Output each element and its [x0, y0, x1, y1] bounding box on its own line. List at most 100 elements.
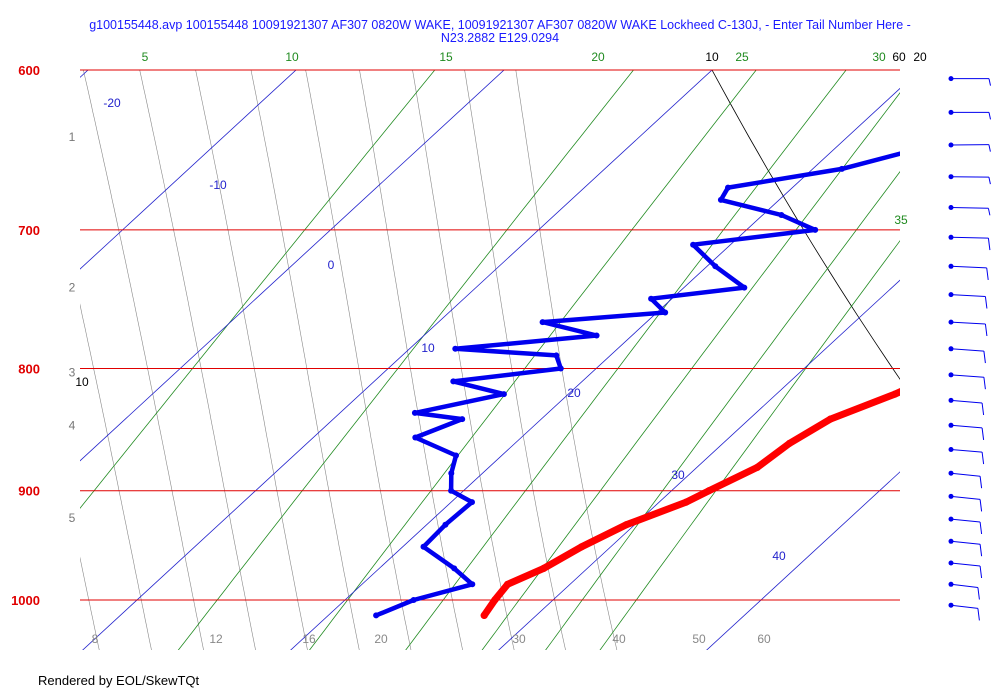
moist-adiabat: [195, 70, 308, 650]
dewpoint-point: [469, 499, 475, 506]
moist-adiabat: [83, 70, 204, 650]
isotherm-line: [290, 87, 900, 650]
wind-barb-flag: [987, 238, 991, 251]
wind-barb-staff: [950, 399, 983, 404]
dewpoint-point: [459, 416, 466, 423]
wind-barb-staff: [950, 449, 983, 453]
wind-barb-staff: [950, 604, 978, 609]
altitude-km-label: 1: [69, 130, 76, 144]
altitude-km-label: 2: [69, 281, 76, 295]
dewpoint-point: [373, 612, 380, 619]
temperature-tick-label: 10: [705, 50, 719, 64]
temperature-point: [826, 415, 835, 423]
wind-barb-staff: [950, 374, 984, 378]
altitude-km-label: 4: [69, 418, 76, 432]
wind-barb-flag: [977, 587, 980, 600]
moist-adiabat: [139, 70, 256, 650]
wind-barb-flag: [977, 608, 980, 621]
isobar-lines: [80, 69, 900, 601]
temperature-point: [578, 543, 586, 551]
bottom-tick-label: 20: [374, 632, 388, 646]
wind-barb-staff: [950, 562, 981, 567]
wind-barb-flag: [983, 377, 986, 390]
temperature-point: [753, 463, 761, 471]
wind-barb-staff: [950, 495, 981, 500]
dewpoint-point: [899, 151, 900, 155]
dewpoint-point: [812, 226, 819, 233]
axis-labels: 6007008009001000102030405060510152025303…: [11, 50, 927, 646]
temperature-point: [622, 521, 631, 529]
mixing-ratio-line: [405, 70, 847, 650]
isotherm-label: 30: [671, 468, 685, 482]
isotherm-label: 0: [328, 258, 335, 272]
mixing-ratio-line: [80, 70, 436, 509]
dewpoint-point: [553, 352, 560, 359]
dewpoint-point: [662, 309, 669, 316]
moist-adiabat: [80, 556, 100, 650]
wind-barb-flag: [988, 176, 991, 185]
isotherm-label: -20: [103, 96, 121, 110]
temperature-point: [491, 596, 499, 604]
dewpoint-point: [725, 184, 731, 191]
bottom-tick-label: 16: [302, 632, 316, 646]
isotherm-label: 40: [772, 549, 786, 563]
dry-adiabat: [879, 0, 1000, 700]
chart-title: g100155448.avp 100155448 10091921307 AF3…: [89, 18, 911, 45]
wind-barb-staff: [950, 518, 981, 523]
altitude-km-label: 3: [69, 365, 76, 379]
mixing-ratio-label: 25: [735, 50, 749, 64]
dewpoint-point: [453, 452, 459, 459]
wind-barb-flag: [979, 565, 983, 579]
dewpoint-point: [778, 212, 785, 218]
wind-barbs: [948, 76, 991, 621]
mixing-ratio-line: [481, 92, 900, 650]
bottom-tick-label: 50: [692, 632, 706, 646]
moist-adiabat: [80, 303, 152, 650]
moist-adiabat: [464, 70, 566, 650]
dewpoint-point: [690, 241, 697, 248]
moist-adiabat: [250, 70, 360, 650]
wind-barb-staff: [950, 321, 986, 325]
wind-barb-flag: [981, 427, 985, 440]
pressure-tick-label: 700: [18, 223, 40, 238]
isotherm-label: 20: [567, 386, 581, 400]
dewpoint-point: [717, 196, 724, 203]
temperature-point: [682, 498, 690, 506]
isotherm-label: -10: [209, 178, 227, 192]
moist-adiabat: [0, 0, 9, 700]
moist-adiabat: [359, 70, 463, 650]
mixing-ratio-label: 20: [591, 50, 605, 64]
wind-barb-flag: [979, 476, 983, 489]
mixing-ratio-label: 30: [872, 50, 886, 64]
wind-barb-flag: [984, 323, 988, 337]
temperature-point: [480, 611, 488, 620]
wind-barb-staff: [950, 265, 987, 269]
altitude-km-label: 5: [69, 511, 76, 525]
dewpoint-point: [451, 565, 458, 572]
wind-barb-flag: [984, 296, 988, 309]
dewpoint-point: [593, 332, 600, 339]
wind-barb-staff: [950, 207, 989, 209]
dewpoint-point: [838, 165, 845, 172]
moist-adiabat: [305, 70, 412, 650]
isotherm-line: [498, 279, 900, 650]
mixing-ratio-line: [309, 70, 757, 650]
dewpoint-point: [469, 581, 476, 588]
dewpoint-point: [712, 263, 719, 270]
bottom-tick-label: 8: [92, 632, 99, 646]
dewpoint-point: [452, 345, 459, 352]
wind-barb-staff: [950, 472, 981, 477]
dry-adiabat-label: 10: [75, 375, 89, 389]
dry-adiabat: [711, 70, 900, 380]
pressure-tick-label: 900: [18, 484, 40, 499]
isotherm-line: [706, 471, 900, 650]
dewpoint-point: [991, 131, 997, 137]
wind-barb-flag: [979, 521, 983, 535]
wind-barb-staff: [950, 583, 978, 588]
dewpoint-point: [450, 378, 457, 385]
wind-barb-flag: [979, 499, 983, 512]
bottom-tick-label: 12: [209, 632, 223, 646]
wind-barb-flag: [979, 544, 983, 557]
